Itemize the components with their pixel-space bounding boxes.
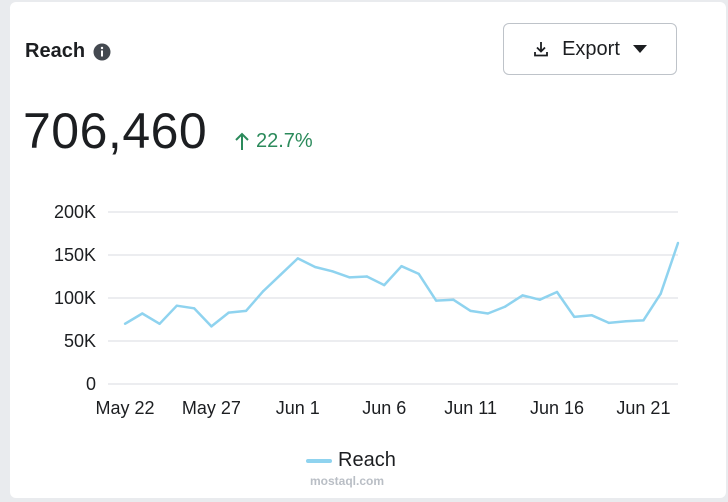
info-icon[interactable] xyxy=(93,43,111,61)
data-point[interactable] xyxy=(469,309,472,313)
data-point[interactable] xyxy=(348,276,351,279)
x-tick-label: Jun 16 xyxy=(530,398,584,418)
data-point[interactable] xyxy=(244,309,248,313)
data-point[interactable] xyxy=(175,304,179,307)
chart-legend[interactable]: Reach xyxy=(306,449,396,472)
x-tick-label: Jun 21 xyxy=(616,398,670,418)
x-tick-label: Jun 11 xyxy=(444,398,497,418)
data-point[interactable] xyxy=(555,290,559,294)
data-point[interactable] xyxy=(486,312,490,315)
legend-swatch xyxy=(306,458,332,463)
reach-total: 706,460 xyxy=(23,103,208,159)
caret-down-icon xyxy=(632,45,647,53)
data-point[interactable] xyxy=(210,325,213,328)
x-tick-label: May 22 xyxy=(95,398,154,418)
legend-label: Reach xyxy=(338,449,396,471)
data-point[interactable] xyxy=(141,312,144,315)
y-tick-label: 150K xyxy=(54,245,96,265)
data-point[interactable] xyxy=(521,294,524,297)
data-point[interactable] xyxy=(331,270,334,273)
data-point[interactable] xyxy=(417,272,420,276)
reach-change-value: 22.7% xyxy=(256,130,313,152)
reach-card xyxy=(10,2,726,498)
data-point[interactable] xyxy=(279,273,282,276)
data-point[interactable] xyxy=(659,292,662,295)
x-tick-label: Jun 1 xyxy=(276,398,320,418)
y-tick-label: 200K xyxy=(54,202,96,222)
data-point[interactable] xyxy=(452,298,455,301)
arrow-up-icon xyxy=(235,132,249,150)
data-point[interactable] xyxy=(296,257,300,260)
data-point[interactable] xyxy=(383,283,386,287)
data-point[interactable] xyxy=(503,305,507,308)
data-point[interactable] xyxy=(400,264,403,268)
series-line-reach[interactable] xyxy=(124,242,680,328)
data-point[interactable] xyxy=(676,241,680,245)
x-tick-label: Jun 6 xyxy=(362,398,406,418)
data-point[interactable] xyxy=(313,265,317,269)
export-label: Export xyxy=(562,37,620,60)
reach-title-text: Reach xyxy=(25,40,86,62)
reach-change: 22.7% xyxy=(234,130,313,153)
data-point[interactable] xyxy=(607,321,611,325)
data-point[interactable] xyxy=(262,289,265,293)
export-button[interactable]: Export xyxy=(503,23,677,75)
y-tick-label: 0 xyxy=(86,374,96,394)
data-point[interactable] xyxy=(624,320,628,323)
reach-title: Reach xyxy=(25,40,111,63)
data-point[interactable] xyxy=(158,322,161,325)
y-tick-label: 100K xyxy=(54,288,96,308)
data-point[interactable] xyxy=(123,322,127,325)
data-point[interactable] xyxy=(227,311,230,314)
watermark: mostaql.com xyxy=(310,474,385,488)
data-point[interactable] xyxy=(538,298,541,301)
data-point[interactable] xyxy=(365,275,369,278)
data-point[interactable] xyxy=(434,299,438,302)
data-point[interactable] xyxy=(192,307,196,310)
download-icon xyxy=(534,42,548,57)
data-point[interactable] xyxy=(642,319,645,322)
x-tick-label: May 27 xyxy=(182,398,241,418)
y-tick-label: 50K xyxy=(64,331,96,351)
data-point[interactable] xyxy=(590,314,593,317)
data-point[interactable] xyxy=(573,315,576,319)
